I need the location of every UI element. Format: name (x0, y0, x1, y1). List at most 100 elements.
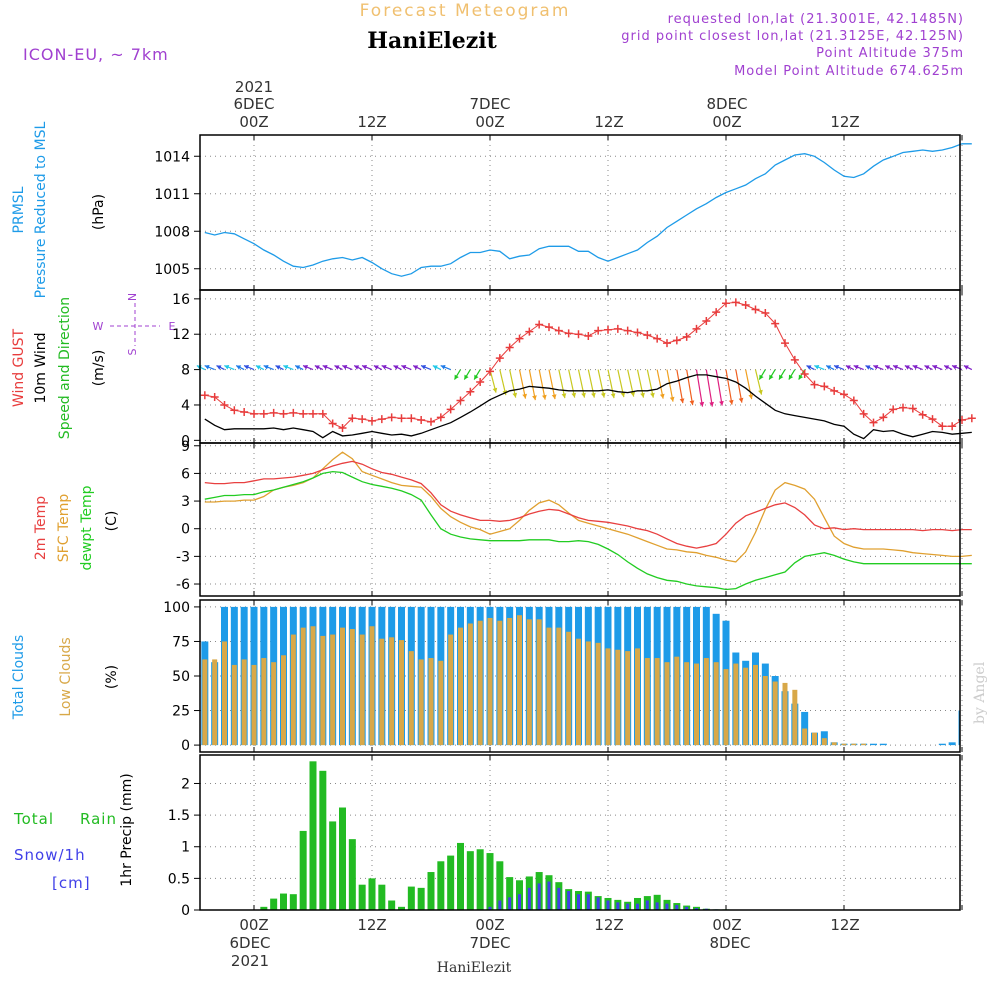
top-date-6dec: 6DEC (233, 95, 274, 113)
low-cloud-bar (684, 662, 690, 746)
gust-marker (407, 414, 416, 423)
low-cloud-bar (635, 648, 640, 746)
wind-arrow (656, 369, 664, 399)
total-cloud-bar (938, 743, 946, 746)
total-cloud-bar (820, 731, 828, 746)
low-cloud-bar (654, 658, 660, 746)
wind-arrowhead (620, 392, 626, 398)
wind-panel: 0 4 8 12 16 (172, 289, 976, 449)
snow-bar (695, 908, 698, 910)
wind-arrowhead (522, 393, 527, 399)
bottom-date-7dec: 7DEC (469, 934, 510, 952)
wind-arrow (636, 369, 645, 398)
prmsl-unit: (hPa) (91, 194, 107, 230)
wind-arrowhead (571, 392, 577, 398)
rain-bar (299, 830, 307, 910)
low-cloud-bar (703, 658, 709, 746)
y-tick-label: -6 (176, 577, 190, 593)
gust-marker (240, 408, 249, 417)
y-tick-label: 0.5 (168, 871, 190, 887)
low-cloud-bar (556, 627, 562, 746)
gust-marker (859, 409, 868, 418)
snow-bar (675, 904, 679, 910)
sfc-temp-line (204, 451, 972, 563)
wind-arrow (548, 369, 556, 400)
wind-arrowhead (640, 392, 645, 398)
gust-marker (702, 316, 711, 325)
low-cloud-bar (782, 682, 788, 746)
wind-arrowhead (454, 374, 459, 380)
location-title: HaniElezit (367, 28, 497, 54)
y-tick-label: 4 (181, 398, 190, 414)
low-cloud-bar (467, 623, 473, 746)
wind-arrowhead (204, 365, 210, 370)
panel-border (199, 599, 961, 753)
gust-marker (289, 408, 298, 417)
wind-arrowhead (255, 365, 261, 370)
low-cloud-bar (713, 662, 719, 746)
temp-dew-label: dewpt Temp (79, 485, 95, 570)
gust-marker (781, 339, 789, 348)
gust-marker (948, 422, 957, 431)
top-date-7dec: 7DEC (469, 95, 510, 113)
y-tick-label: -3 (176, 549, 190, 565)
dewpt-line (204, 470, 972, 591)
wind-arrowhead (551, 394, 557, 400)
low-cloud-bar (566, 631, 572, 746)
gust-marker (800, 370, 809, 379)
gust-marker (840, 390, 848, 399)
rain-bar (280, 893, 287, 910)
snow-bar (596, 897, 600, 910)
wind-arrowhead (679, 398, 685, 404)
cloud-unit: (%) (104, 665, 120, 689)
temperature-panel: -6 -3 0 3 6 9 (176, 439, 972, 597)
wind-arrowhead (512, 392, 518, 398)
top-hour: 00Z (712, 113, 741, 131)
wind-arrow (735, 369, 743, 403)
gust-marker (338, 423, 347, 432)
low-cloud-bar (300, 627, 306, 746)
wind-arrowhead (952, 365, 957, 370)
compass-s: S (126, 348, 139, 355)
snow-bar (685, 906, 689, 910)
y-tick-label: 0 (181, 433, 190, 449)
wind-arrowhead (440, 365, 446, 370)
gust-marker (495, 354, 504, 363)
wind-arrow (509, 369, 517, 398)
rain-bar (319, 770, 327, 910)
rain-bar (427, 872, 435, 910)
wind-arrow (705, 369, 713, 407)
compass-e: E (169, 320, 176, 333)
compass-n: N (126, 293, 139, 301)
gust-marker (318, 409, 327, 418)
gust-marker (584, 331, 593, 340)
gust-marker (790, 355, 799, 364)
gust-marker (368, 416, 376, 425)
gust-marker (849, 396, 858, 405)
low-cloud-bar (281, 655, 286, 746)
wind-arrowhead (581, 392, 586, 398)
low-cloud-bar (546, 627, 552, 746)
gust-marker (830, 386, 839, 395)
wind-arrowhead (853, 365, 859, 370)
wind-arrowhead (759, 374, 764, 380)
gust-marker (515, 334, 524, 343)
snow-bar (616, 902, 620, 910)
wind-arrowhead (659, 393, 665, 399)
gust-marker (751, 305, 760, 314)
wind-arrow (528, 369, 536, 401)
y-tick-label: 1005 (154, 262, 190, 278)
cloud-low-label: Low Clouds (58, 637, 74, 716)
precip-total-label: Total (13, 810, 54, 828)
cloud-panel: 0 25 50 75 100 (163, 599, 963, 754)
low-cloud-bar (861, 743, 867, 746)
gust-marker (869, 418, 878, 427)
wind-arrowhead (275, 365, 281, 370)
precip-rain-label: Rain (80, 810, 117, 828)
wind-arrowhead (709, 401, 714, 407)
wind-arrowhead (542, 394, 547, 400)
gust-marker (456, 396, 465, 405)
wind-arrowhead (728, 399, 734, 405)
gust-marker (928, 415, 937, 424)
bottom-hour: 12Z (594, 916, 623, 934)
